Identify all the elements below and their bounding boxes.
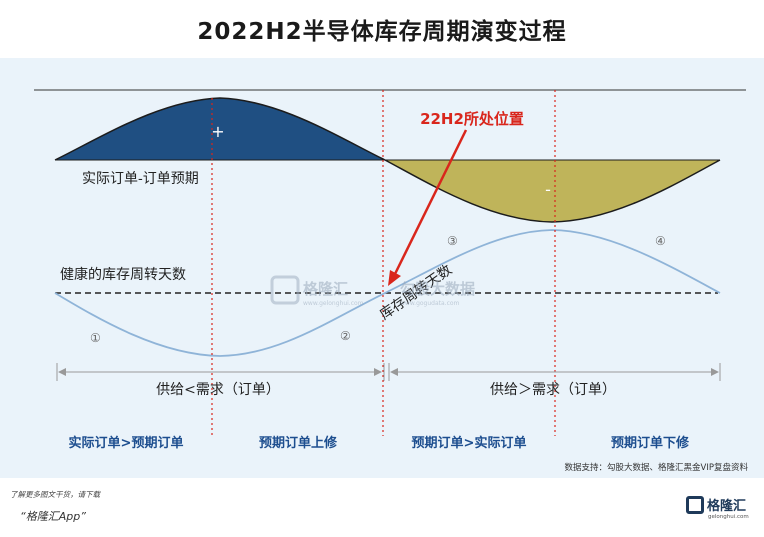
span-left-arrowhead-start xyxy=(58,368,66,376)
phase-label-1: 实际订单>预期订单 xyxy=(69,435,184,451)
phase-label-3: 预期订单>实际订单 xyxy=(412,435,527,451)
phase-number-1: ① xyxy=(90,331,101,345)
phase-number-4: ④ xyxy=(655,234,666,248)
logo: 格隆汇 gelonghui.com xyxy=(686,494,756,528)
top-curve-label: 实际订单-订单预期 xyxy=(82,171,199,187)
logo-icon xyxy=(686,496,704,514)
footer-text: 了解更多图文干货，请下载 xyxy=(10,490,100,499)
supply-less-label: 供给<需求（订单） xyxy=(156,382,280,398)
span-right xyxy=(388,363,721,381)
negative-area xyxy=(385,160,720,222)
annotation-label: 22H2所处位置 xyxy=(420,110,524,128)
watermark-url: www.gelonghui.com xyxy=(303,300,364,307)
plus-sign: + xyxy=(211,122,224,141)
annotation-arrow xyxy=(392,129,468,277)
span-right-arrowhead-end xyxy=(711,368,719,376)
watermark-brand-2: 勾股大数据 xyxy=(400,280,475,298)
inventory-cycle-diagram: + - 实际订单-订单预期 健康的库存周转天数 22H2所处位置 库存周转天数 … xyxy=(34,89,749,473)
watermark-brand: 格隆汇 xyxy=(303,280,348,298)
logo-text: 格隆汇 xyxy=(707,499,747,514)
positive-area xyxy=(55,98,385,160)
minus-sign: - xyxy=(545,180,551,199)
span-left-arrowhead-end xyxy=(374,368,382,376)
page-title: 2022H2半导体库存周期演变过程 xyxy=(197,19,567,45)
phase-number-3: ③ xyxy=(447,234,458,248)
watermark-url-2: www.gogudata.com xyxy=(400,300,460,307)
watermark: 格隆汇 www.gelonghui.com 勾股大数据 www.gogudata… xyxy=(270,275,475,307)
healthy-inventory-label: 健康的库存周转天数 xyxy=(60,266,186,283)
phase-number-2: ② xyxy=(340,329,351,343)
span-right-arrowhead-start xyxy=(390,368,398,376)
source-text: 数据支持：勾股大数据、格隆汇黑金VIP复盘资料 xyxy=(565,462,749,473)
logo-sub: gelonghui.com xyxy=(708,514,749,520)
span-left xyxy=(56,363,385,381)
watermark-logo-box xyxy=(270,275,300,305)
inventory-days-curve xyxy=(54,229,721,357)
phase-label-2: 预期订单上修 xyxy=(259,435,338,451)
supply-greater-label: 供给＞需求（订单） xyxy=(490,382,616,398)
footer-app: “格隆汇App” xyxy=(20,510,86,523)
annotation-arrowhead xyxy=(388,270,401,286)
phase-label-4: 预期订单下修 xyxy=(611,435,690,451)
